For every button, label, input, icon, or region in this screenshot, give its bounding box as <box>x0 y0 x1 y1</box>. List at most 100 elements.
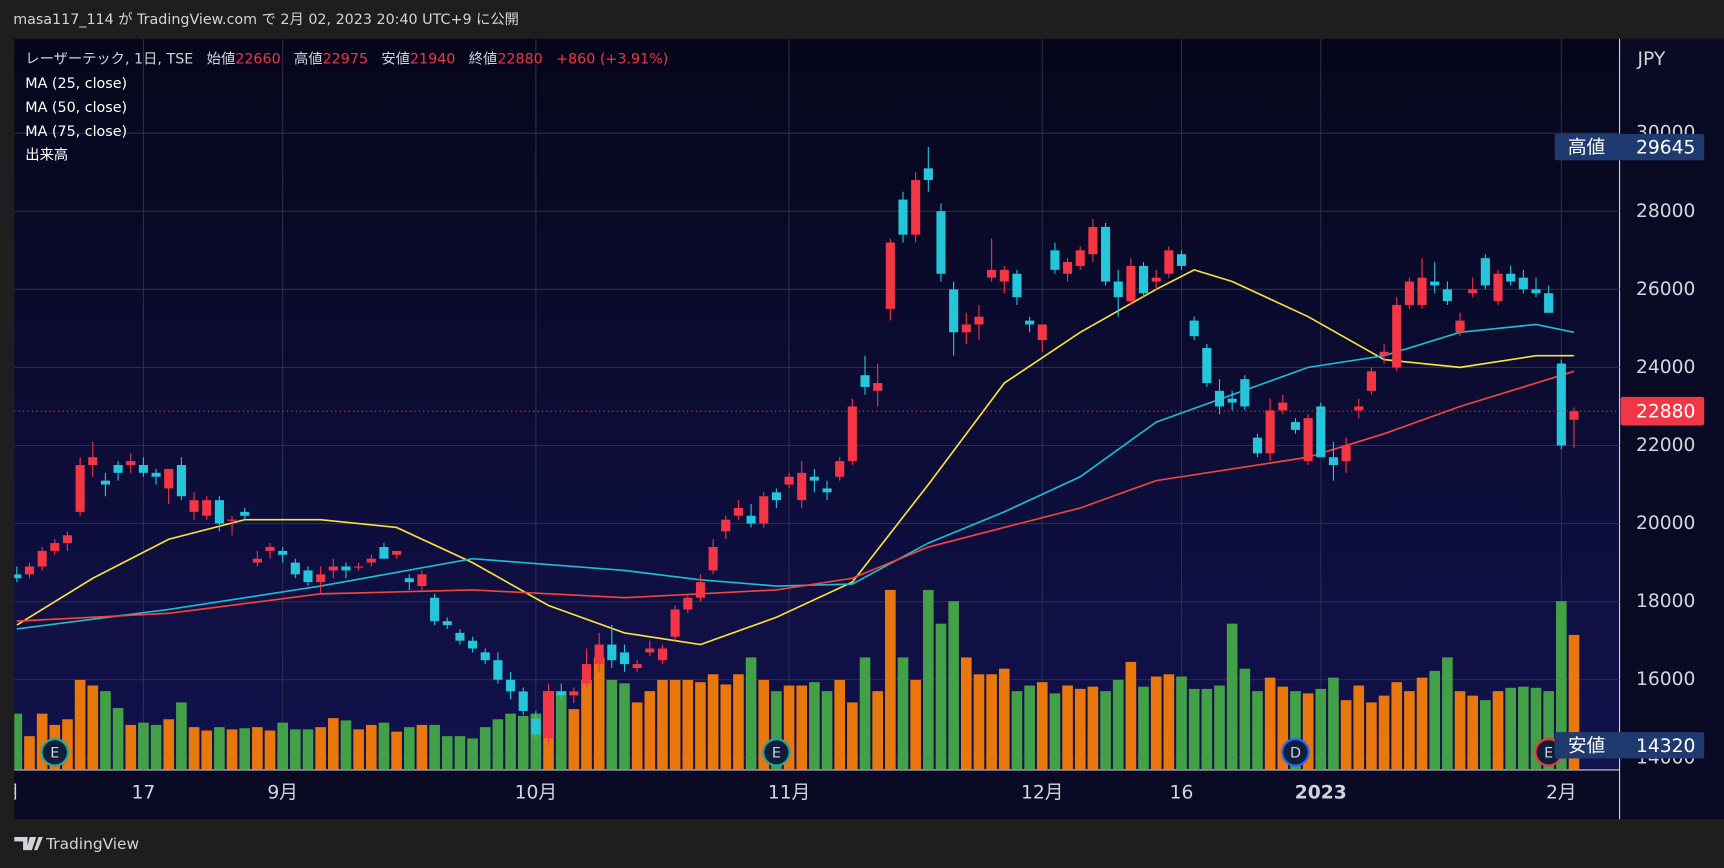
candle-body <box>1531 289 1541 294</box>
candle-body <box>138 465 148 473</box>
volume-bar <box>1416 677 1428 770</box>
event-label: D <box>1290 745 1301 761</box>
candle-body <box>430 597 440 622</box>
volume-bar <box>1125 661 1137 770</box>
candle-body <box>657 648 668 661</box>
volume-bar <box>821 691 833 770</box>
candle-body <box>949 289 959 333</box>
candle-body <box>1442 289 1452 302</box>
candle-body <box>1392 304 1402 368</box>
candle-body <box>771 492 781 501</box>
volume-bar <box>745 657 757 770</box>
volume-bar <box>1340 700 1352 770</box>
volume-bar <box>644 691 656 770</box>
candle-body <box>468 640 478 649</box>
event-label: E <box>1544 745 1553 761</box>
volume-bar <box>960 657 972 770</box>
candle-body <box>923 168 933 181</box>
volume-bar <box>416 724 428 770</box>
volume-bar <box>771 691 782 770</box>
x-tick-label: 17 <box>132 782 156 803</box>
time-axis <box>14 769 1620 820</box>
volume-bar <box>1391 682 1403 770</box>
candle-body <box>1063 262 1073 274</box>
candle-body <box>505 679 516 692</box>
x-tick-label: 16 <box>1170 782 1194 803</box>
volume-bar <box>74 679 86 770</box>
volume-bar <box>1353 685 1365 770</box>
volume-bar <box>365 724 377 770</box>
volume-pane <box>14 589 1580 770</box>
candle-body <box>316 574 326 583</box>
volume-bar <box>112 708 124 770</box>
extreme-value: 29645 <box>1636 138 1695 159</box>
volume-bar <box>859 657 871 770</box>
candle-body <box>721 519 731 532</box>
high: 22975 <box>323 52 368 68</box>
volume-bar <box>1150 676 1162 770</box>
candle-body <box>835 461 845 477</box>
currency: JPY <box>1637 49 1666 70</box>
volume-bar <box>897 657 909 770</box>
price-badge <box>1620 396 1705 426</box>
volume-bar <box>138 722 149 770</box>
volume-bar <box>606 679 618 770</box>
candle-body <box>341 566 351 571</box>
candle-body <box>733 507 743 516</box>
legend: レーザーテック, 1日, TSE 始値22660 高値22975 安値21940… <box>25 51 668 164</box>
candle-body <box>987 269 997 278</box>
candle-body <box>252 558 262 563</box>
volume-bar <box>239 728 251 770</box>
volume-bar <box>1315 688 1327 770</box>
candle-body <box>1290 422 1301 430</box>
volume-bar <box>176 702 187 770</box>
volume-bar <box>1036 682 1048 770</box>
y-tick-label: 16000 <box>1636 669 1695 690</box>
volume-bar <box>631 702 643 770</box>
candle-body <box>581 664 592 684</box>
volume-bar <box>619 683 630 770</box>
candle-body <box>822 488 832 493</box>
candle-body <box>1164 250 1174 274</box>
volume-bar <box>378 722 390 770</box>
ma-label: MA (25, close) <box>25 76 127 92</box>
x-axis: 8月 17 9月 10月 11月 12月 16 2023 2月 <box>14 782 1576 803</box>
candle-body <box>404 578 414 583</box>
event-label: E <box>772 745 781 761</box>
candle-body <box>1151 277 1161 282</box>
candle-body <box>708 546 718 571</box>
candle-body <box>164 468 174 489</box>
candle-body <box>999 269 1009 282</box>
candle-body <box>227 519 237 521</box>
event-marker <box>762 738 791 767</box>
volume-bar <box>1442 657 1453 770</box>
candle-body <box>1075 250 1085 266</box>
candle-body <box>645 648 655 653</box>
volume-bar <box>1518 686 1529 770</box>
volume-bar <box>834 679 846 770</box>
candle-body <box>278 550 288 555</box>
volume-bar <box>986 674 997 770</box>
volume-bar <box>809 682 820 770</box>
ma-line <box>16 370 1575 622</box>
high-label: 高値 <box>294 51 323 68</box>
candle-body <box>1417 277 1427 305</box>
volume-bar <box>353 729 364 770</box>
candle-body <box>607 644 617 661</box>
candle-body <box>670 609 680 637</box>
volume-bar <box>707 674 719 770</box>
volume-bar <box>14 713 23 770</box>
plot-area <box>14 38 1620 770</box>
candle-body <box>873 383 883 391</box>
volume-bar <box>1302 693 1314 770</box>
y-tick-label: 18000 <box>1636 591 1695 612</box>
candle-body <box>961 324 971 333</box>
candle-body <box>1189 320 1199 337</box>
candle-body <box>594 644 604 665</box>
extreme-badge <box>1554 732 1705 759</box>
candle-body <box>202 500 212 516</box>
volume-bar <box>1277 686 1289 770</box>
ma-label: MA (50, close) <box>25 100 127 116</box>
volume-bar <box>682 679 694 770</box>
